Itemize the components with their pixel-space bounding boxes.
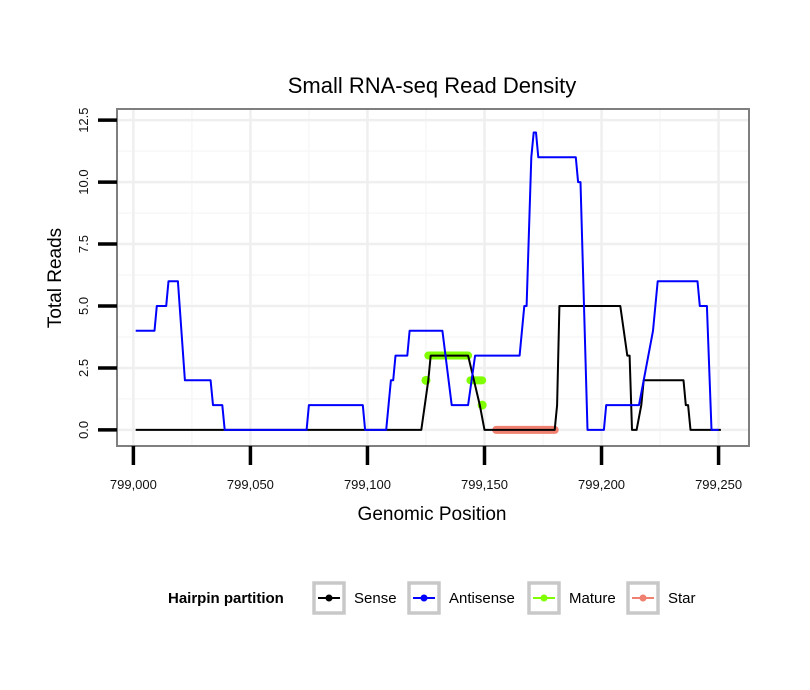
legend-key-dot	[639, 594, 647, 602]
legend-item-sense: Sense	[312, 581, 397, 615]
x-axis: 799,000 799,050 799,100 799,150 799,200 799,2…	[110, 446, 742, 492]
y-axis-title: Total Reads	[45, 228, 66, 328]
plot-border	[116, 108, 750, 447]
x-axis-title: Genomic Position	[358, 504, 507, 525]
legend-key-dot	[540, 594, 548, 602]
legend-key-dot	[420, 594, 428, 602]
x-tick-label: 799,100	[344, 477, 391, 492]
y-tick-label: 2.5	[76, 359, 91, 377]
legend-label: Mature	[569, 590, 616, 607]
x-tick-label: 799,050	[227, 477, 274, 492]
legend-label: Sense	[354, 590, 397, 607]
legend-item-mature: Mature	[527, 581, 616, 615]
legend-label: Star	[668, 590, 696, 607]
y-axis: 0.0 2.5 5.0 7.5 10.0 12.5	[76, 107, 117, 439]
x-tick-label: 799,150	[461, 477, 508, 492]
legend: Hairpin partition Sense Antisense Mature St…	[168, 581, 696, 615]
x-tick-label: 799,000	[110, 477, 157, 492]
chart-title: Small RNA-seq Read Density	[288, 73, 577, 98]
legend-key-dot	[325, 594, 333, 602]
y-tick-label: 12.5	[76, 107, 91, 132]
series-antisense-line	[135, 131, 719, 431]
legend-item-star: Star	[626, 581, 696, 615]
legend-label: Antisense	[449, 590, 515, 607]
legend-title: Hairpin partition	[168, 590, 284, 607]
y-tick-label: 5.0	[76, 297, 91, 315]
series-layer	[135, 131, 721, 434]
x-tick-label: 799,200	[578, 477, 625, 492]
x-tick-label: 799,250	[695, 477, 742, 492]
y-tick-label: 10.0	[76, 169, 91, 194]
y-tick-label: 0.0	[76, 421, 91, 439]
grid-lines	[117, 109, 749, 446]
y-tick-label: 7.5	[76, 235, 91, 253]
legend-item-antisense: Antisense	[407, 581, 515, 615]
